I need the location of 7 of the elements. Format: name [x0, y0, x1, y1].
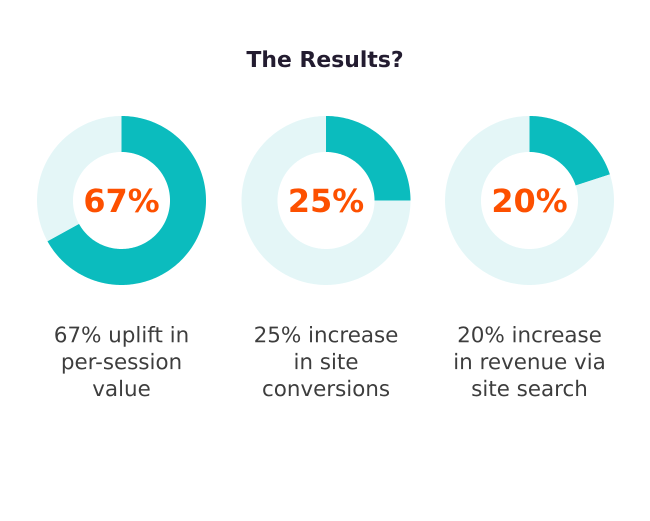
text: 20%: [494, 188, 567, 212]
chart-title: The Results?: [246, 50, 402, 68]
text: 25%: [290, 188, 364, 212]
text: 25% increase in site conversions: [255, 326, 398, 396]
text: 67%: [85, 188, 159, 212]
text: 20% increase in revenue via site search: [455, 326, 604, 396]
text: 67% uplift in per-session value: [55, 326, 188, 396]
